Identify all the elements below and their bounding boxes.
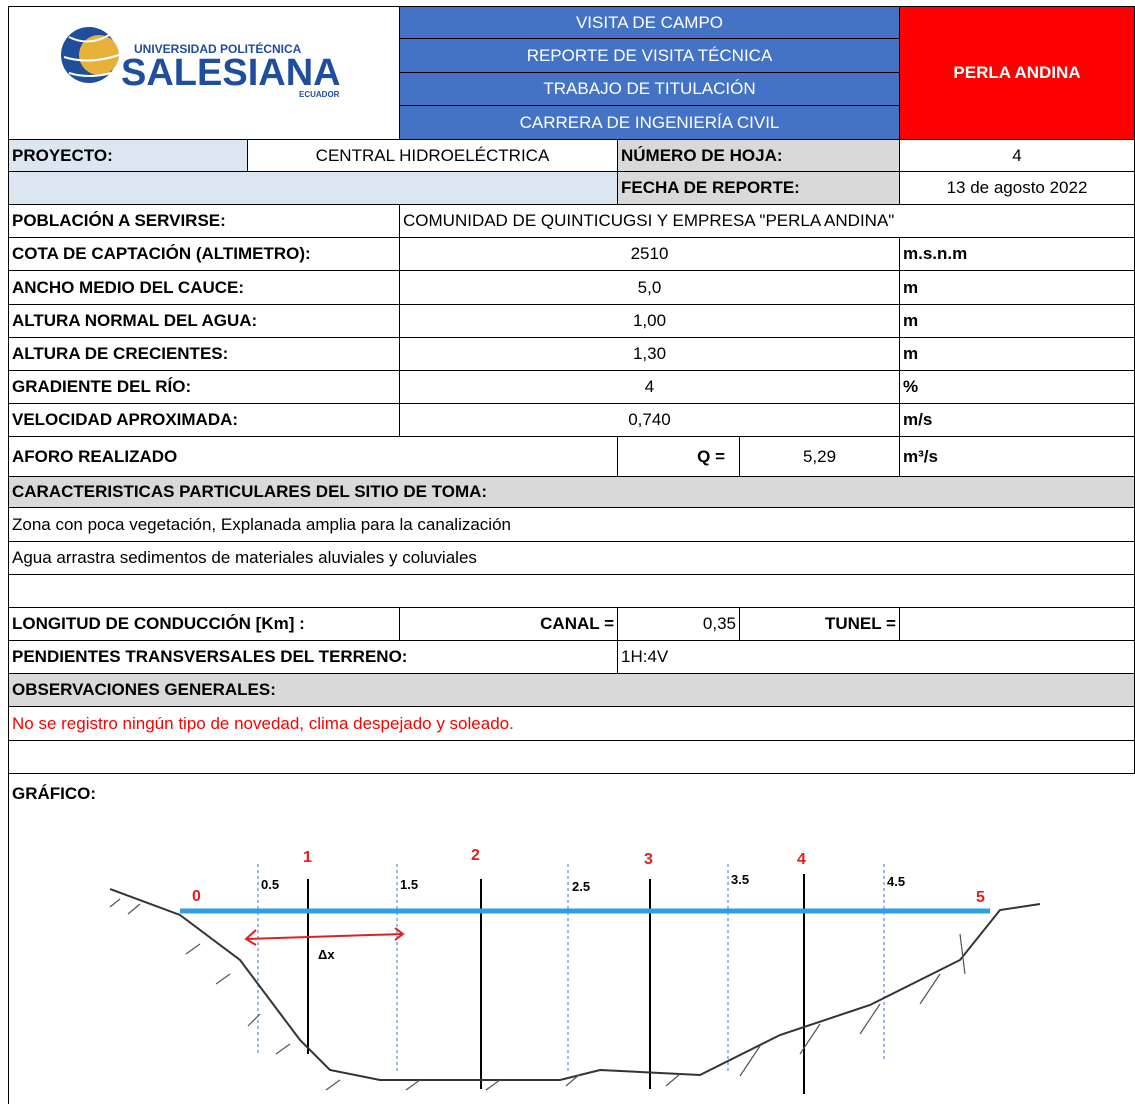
field-value: 1H:4V (618, 641, 1135, 674)
header-line: CARRERA DE INGENIERÍA CIVIL (400, 106, 900, 140)
field-label: LONGITUD DE CONDUCCIÓN [Km] : (9, 608, 400, 641)
left-border (8, 6, 9, 1104)
station-label: 0.5 (261, 877, 279, 892)
field-label: AFORO REALIZADO (9, 437, 618, 477)
field-value: 4 (900, 140, 1135, 172)
station-label: 4.5 (887, 874, 905, 889)
tunnel-value (900, 608, 1135, 641)
canal-label: CANAL = (400, 608, 618, 641)
field-label: COTA DE CAPTACIÓN (ALTIMETRO): (9, 238, 400, 271)
station-label: 1 (303, 849, 312, 866)
field-value: 4 (400, 371, 900, 404)
field-label: FECHA DE REPORTE: (618, 172, 900, 205)
text-line: Agua arrastra sedimentos de materiales a… (9, 542, 1135, 575)
dx-arrow (247, 933, 404, 940)
section-title: CARACTERISTICAS PARTICULARES DEL SITIO D… (9, 477, 1135, 508)
cross-section: 0 0.5 1 1.5 2 2.5 3 3.5 4 4.5 5 Δx (109, 847, 1041, 1094)
dx-label: Δx (318, 947, 335, 962)
logo-cell: UNIVERSIDAD POLITÉCNICA SALESIANA ECUADO… (9, 7, 400, 140)
dx-arrow-heads (244, 927, 405, 946)
graphic-title: GRÁFICO: (12, 784, 97, 803)
station-label: 1.5 (400, 877, 418, 892)
field-unit: m.s.n.m (900, 238, 1135, 271)
section-title: OBSERVACIONES GENERALES: (9, 674, 1135, 707)
field-value: 13 de agosto 2022 (900, 172, 1135, 205)
field-unit: m (900, 305, 1135, 338)
station-label: 0 (192, 888, 201, 905)
empty-row (9, 575, 1135, 608)
text-line: Zona con poca vegetación, Explanada ampl… (9, 508, 1135, 542)
field-value: 5,0 (400, 271, 900, 305)
header-line: TRABAJO DE TITULACIÓN (400, 73, 900, 106)
canal-value: 0,35 (618, 608, 740, 641)
field-unit: m (900, 338, 1135, 371)
station-label: 2.5 (572, 879, 590, 894)
field-value: 0,740 (400, 404, 900, 437)
logo-name: SALESIANA (121, 52, 341, 94)
field-label: VELOCIDAD APROXIMADA: (9, 404, 400, 437)
field-label: NÚMERO DE HOJA: (618, 140, 900, 172)
field-value: CENTRAL HIDROELÉCTRICA (248, 140, 618, 172)
field-unit: m (900, 271, 1135, 305)
stations (307, 874, 805, 1094)
field-label: PROYECTO: (9, 140, 248, 172)
field-unit: % (900, 371, 1135, 404)
site-name: PERLA ANDINA (900, 7, 1135, 140)
station-label: 4 (797, 851, 806, 868)
field-value: 1,00 (400, 305, 900, 338)
half-stations (257, 864, 885, 1074)
ground-profile (109, 888, 1041, 1081)
field-label: ALTURA NORMAL DEL AGUA: (9, 305, 400, 338)
field-unit: m/s (900, 404, 1135, 437)
field-label: ALTURA DE CRECIENTES: (9, 338, 400, 371)
header-line: REPORTE DE VISITA TÉCNICA (400, 39, 900, 73)
top-border (8, 6, 1135, 7)
field-label: GRADIENTE DEL RÍO: (9, 371, 400, 404)
field-value: 1,30 (400, 338, 900, 371)
field-value: COMUNIDAD DE QUINTICUGSI Y EMPRESA "PERL… (400, 205, 1135, 238)
header-line: VISITA DE CAMPO (400, 7, 900, 39)
station-label: 3.5 (731, 872, 749, 887)
field-unit: m³/s (900, 437, 1135, 477)
logo-lines (63, 34, 120, 77)
field-label: PENDIENTES TRANSVERSALES DEL TERRENO: (9, 641, 618, 674)
logo: UNIVERSIDAD POLITÉCNICA SALESIANA ECUADO… (61, 27, 341, 99)
observation-text: No se registro ningún tipo de novedad, c… (9, 707, 1135, 741)
field-label: POBLACIÓN A SERVIRSE: (9, 205, 400, 238)
field-value: 5,29 (740, 437, 900, 477)
station-label: 5 (976, 889, 985, 906)
logo-face (79, 35, 119, 75)
station-label: 3 (644, 851, 653, 868)
field-label: ANCHO MEDIO DEL CAUCE: (9, 271, 400, 305)
hatching (109, 898, 966, 1091)
field-value: 2510 (400, 238, 900, 271)
empty-row (9, 741, 1135, 774)
country: ECUADOR (299, 90, 340, 99)
station-label: 2 (471, 847, 480, 864)
empty-cell (9, 172, 618, 205)
university: UNIVERSIDAD POLITÉCNICA (134, 41, 302, 56)
flow-symbol: Q = (618, 437, 740, 477)
tunnel-label: TUNEL = (740, 608, 900, 641)
station-labels: 0 0.5 1 1.5 2 2.5 3 3.5 4 4.5 5 Δx (192, 847, 985, 962)
